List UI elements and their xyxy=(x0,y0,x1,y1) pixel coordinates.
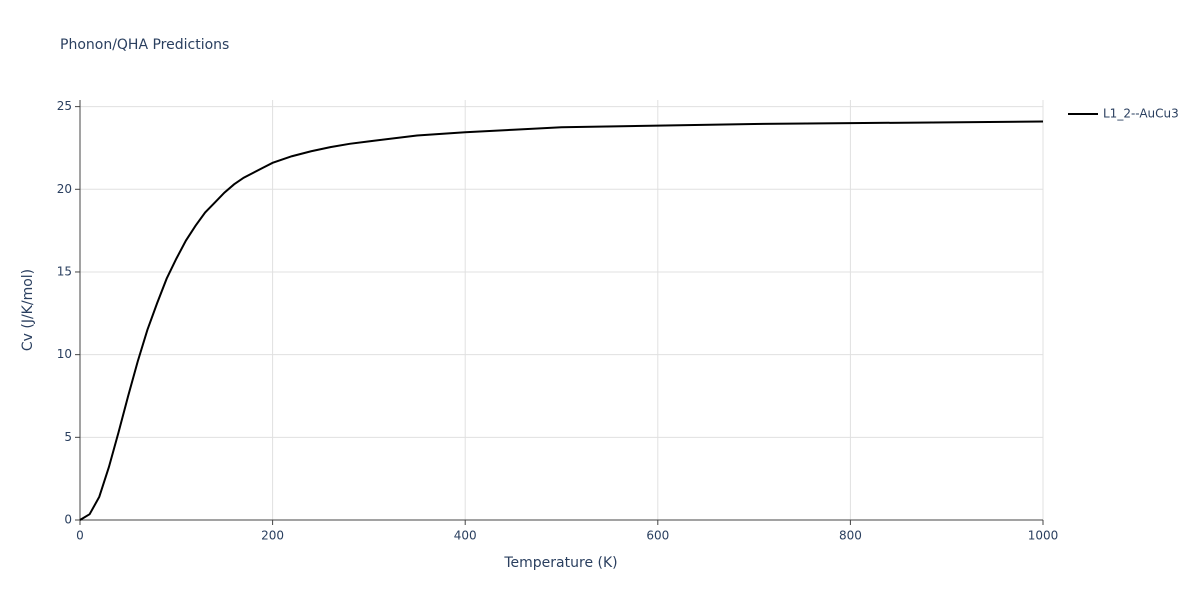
x-tick-label: 200 xyxy=(261,529,284,543)
x-tick-label: 0 xyxy=(76,529,84,543)
y-tick-label: 5 xyxy=(64,430,72,444)
chart-title: Phonon/QHA Predictions xyxy=(60,37,229,53)
x-tick-label: 600 xyxy=(646,529,669,543)
y-tick-label: 0 xyxy=(64,513,72,527)
y-tick-label: 20 xyxy=(57,182,72,196)
x-tick-label: 1000 xyxy=(1028,529,1059,543)
y-tick-label: 10 xyxy=(57,347,72,361)
y-axis-label: Cv (J/K/mol) xyxy=(20,269,36,351)
x-tick-label: 400 xyxy=(454,529,477,543)
y-tick-label: 25 xyxy=(57,99,72,113)
x-axis-label: Temperature (K) xyxy=(503,555,617,571)
series-line xyxy=(79,120,1044,521)
x-tick-label: 800 xyxy=(839,529,862,543)
legend-label: L1_2--AuCu3 xyxy=(1103,107,1179,121)
y-tick-label: 15 xyxy=(57,264,72,278)
